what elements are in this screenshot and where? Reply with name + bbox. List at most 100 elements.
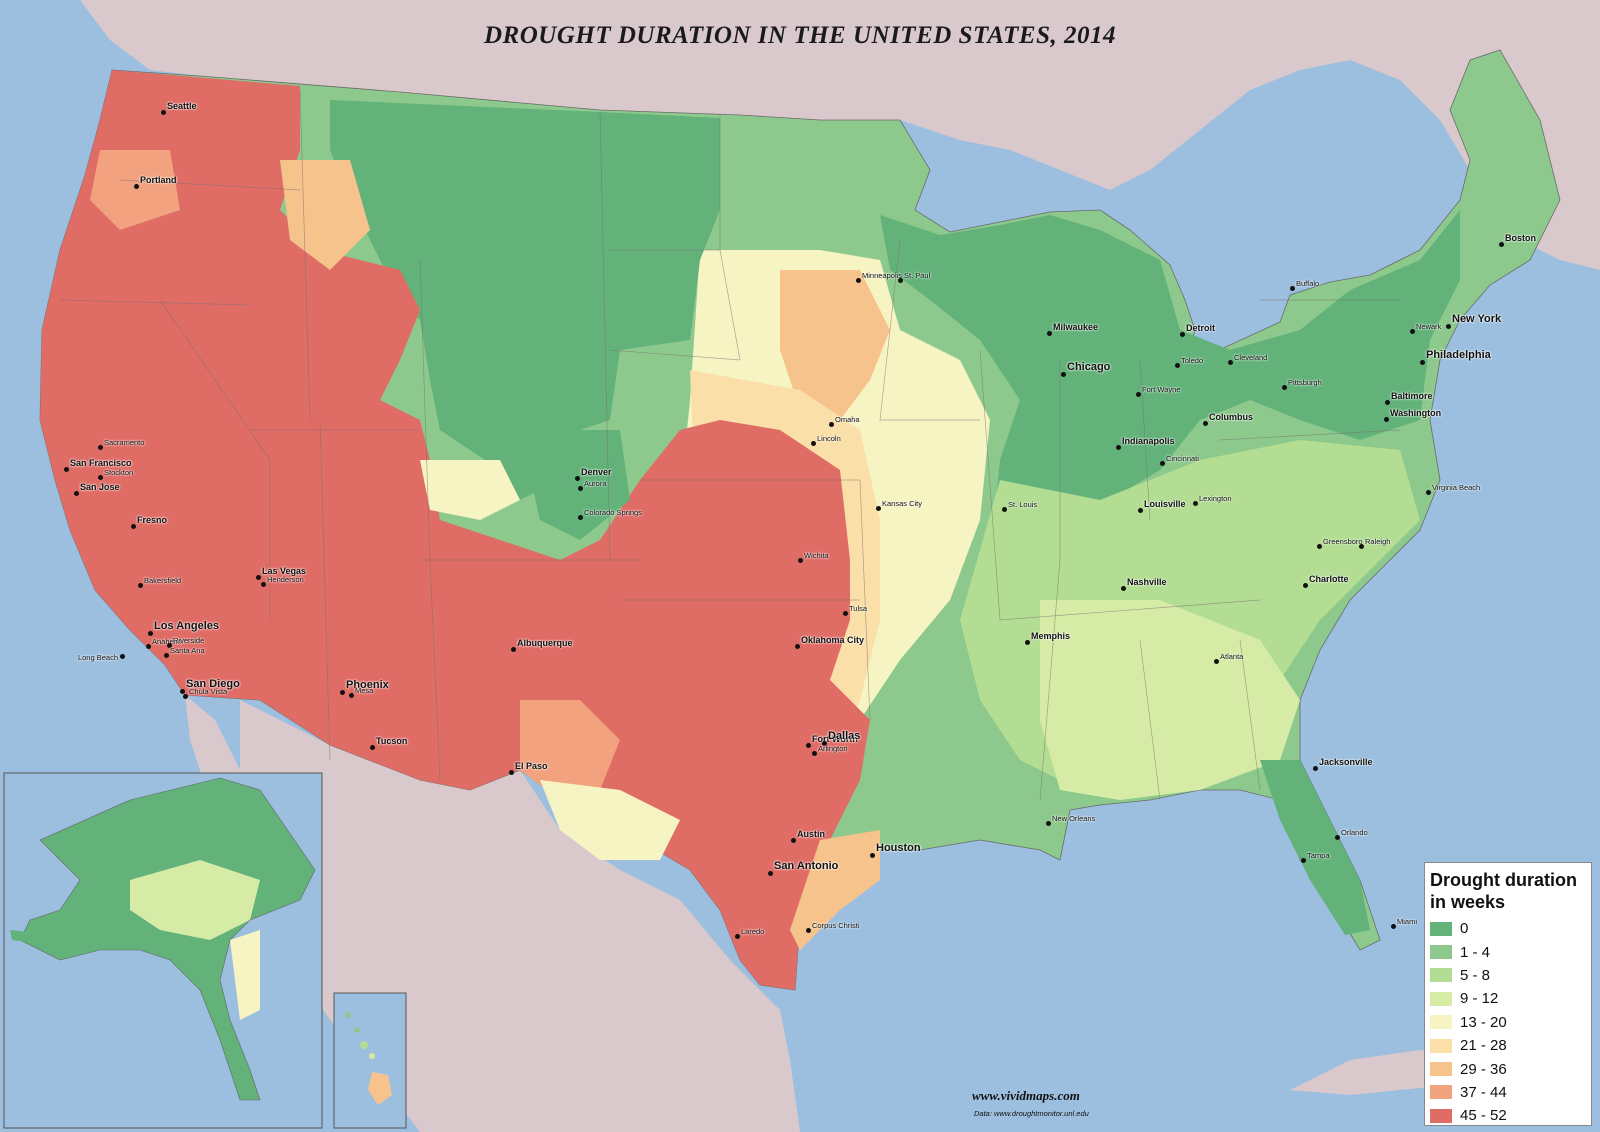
city-label: Corpus Christi	[812, 920, 860, 930]
legend-swatch	[1430, 1085, 1452, 1100]
city-dot	[1359, 544, 1364, 549]
city-label: Lincoln	[817, 433, 841, 443]
legend-label: 1 - 4	[1460, 943, 1491, 961]
city-dot	[575, 476, 580, 481]
city-dot	[578, 515, 583, 520]
city-label: Santa Ana	[170, 645, 205, 655]
city-label: Las Vegas	[262, 566, 307, 576]
city-label: Austin	[797, 829, 825, 839]
city-dot	[64, 467, 69, 472]
city-dot	[180, 689, 185, 694]
legend-swatch	[1430, 1108, 1452, 1123]
city-label: Albuquerque	[517, 638, 573, 648]
city-label: Detroit	[1186, 323, 1215, 333]
city-dot	[370, 745, 375, 750]
city-dot	[511, 647, 516, 652]
legend-swatch	[1430, 1015, 1452, 1030]
legend-swatch	[1430, 1038, 1452, 1053]
legend-label: 37 - 44	[1460, 1083, 1507, 1101]
city-dot	[1282, 385, 1287, 390]
city-label: Tucson	[376, 736, 408, 746]
city-label: Boston	[1505, 233, 1536, 243]
city-dot	[1301, 858, 1306, 863]
city-label: Minneapolis	[862, 270, 903, 280]
city-label: Tampa	[1307, 850, 1330, 860]
map-title: DROUGHT DURATION IN THE UNITED STATES, 2…	[484, 22, 1116, 49]
city-dot	[1385, 400, 1390, 405]
legend-item: 9 - 12	[1430, 987, 1586, 1010]
city-dot	[856, 278, 861, 283]
city-label: Fort Wayne	[1142, 384, 1181, 394]
legend-label: 5 - 8	[1460, 966, 1491, 984]
legend-label: 13 - 20	[1460, 1013, 1507, 1031]
city-label: Wichita	[804, 550, 829, 560]
city-dot	[795, 644, 800, 649]
city-label: St. Louis	[1008, 499, 1038, 509]
city-dot	[812, 751, 817, 756]
credit-url: www.vividmaps.com	[972, 1088, 1080, 1103]
city-label: Seattle	[167, 101, 197, 111]
legend: Drought duration in weeks 0 1 - 4 5 - 8 9 -…	[1424, 862, 1592, 1126]
city-label: Milwaukee	[1053, 322, 1099, 332]
city-label: Colorado Springs	[584, 507, 642, 517]
city-label: Los Angeles	[154, 620, 219, 632]
city-dot	[1061, 372, 1066, 377]
legend-label: 21 - 28	[1460, 1037, 1507, 1055]
city-dot	[340, 690, 345, 695]
city-dot	[791, 838, 796, 843]
city-label: Baltimore	[1391, 391, 1433, 401]
city-label: Fresno	[137, 515, 168, 525]
city-dot	[898, 278, 903, 283]
city-dot	[183, 694, 188, 699]
legend-item: 1 - 4	[1430, 940, 1586, 963]
city-dot	[138, 583, 143, 588]
city-label: Phoenix	[346, 679, 389, 691]
legend-swatch	[1430, 921, 1452, 936]
city-dot	[829, 422, 834, 427]
city-dot	[1303, 583, 1308, 588]
city-dot	[74, 491, 79, 496]
city-dot	[1047, 331, 1052, 336]
legend-label: 0	[1460, 920, 1469, 938]
city-dot	[798, 558, 803, 563]
city-label: San Francisco	[70, 458, 132, 468]
legend-title: Drought duration in weeks	[1430, 870, 1577, 912]
city-label: Memphis	[1031, 631, 1071, 641]
city-label: Henderson	[267, 574, 304, 584]
city-label: Philadelphia	[1426, 349, 1491, 361]
city-label: Houston	[876, 842, 921, 854]
region-florida-green	[1260, 760, 1370, 935]
city-label: Anaheim	[152, 636, 182, 646]
city-dot	[1228, 360, 1233, 365]
legend-label: 9 - 12	[1460, 990, 1499, 1008]
legend-item: 37 - 44	[1430, 1081, 1586, 1104]
city-dot	[1335, 835, 1340, 840]
region-tx-orange	[520, 700, 620, 800]
city-label: Louisville	[1144, 499, 1186, 509]
city-dot	[148, 631, 153, 636]
city-label: Arlington	[818, 743, 848, 753]
city-label: Oklahoma City	[801, 635, 865, 645]
legend-item: 13 - 20	[1430, 1011, 1586, 1034]
legend-item: 21 - 28	[1430, 1034, 1586, 1057]
city-dot	[1446, 324, 1451, 329]
city-dot	[1193, 501, 1198, 506]
city-dot	[1420, 360, 1425, 365]
legend-items: 0 1 - 4 5 - 8 9 - 12 13 - 20 21 - 28 29 - 36 37…	[1430, 917, 1586, 1128]
region-central-orange	[780, 270, 890, 420]
city-dot	[1499, 242, 1504, 247]
legend-item: 0	[1430, 917, 1586, 940]
legend-swatch	[1430, 968, 1452, 983]
region-tx-gulf-orange	[790, 830, 880, 950]
city-dot	[1384, 417, 1389, 422]
city-label: Orlando	[1341, 827, 1368, 837]
city-label: Nashville	[1127, 577, 1167, 587]
city-dot	[349, 693, 354, 698]
city-dot	[261, 582, 266, 587]
city-dot	[1138, 508, 1143, 513]
city-label: Denver	[581, 467, 612, 477]
city-dot	[98, 445, 103, 450]
city-dot	[120, 654, 125, 659]
city-label: Stockton	[104, 467, 134, 477]
